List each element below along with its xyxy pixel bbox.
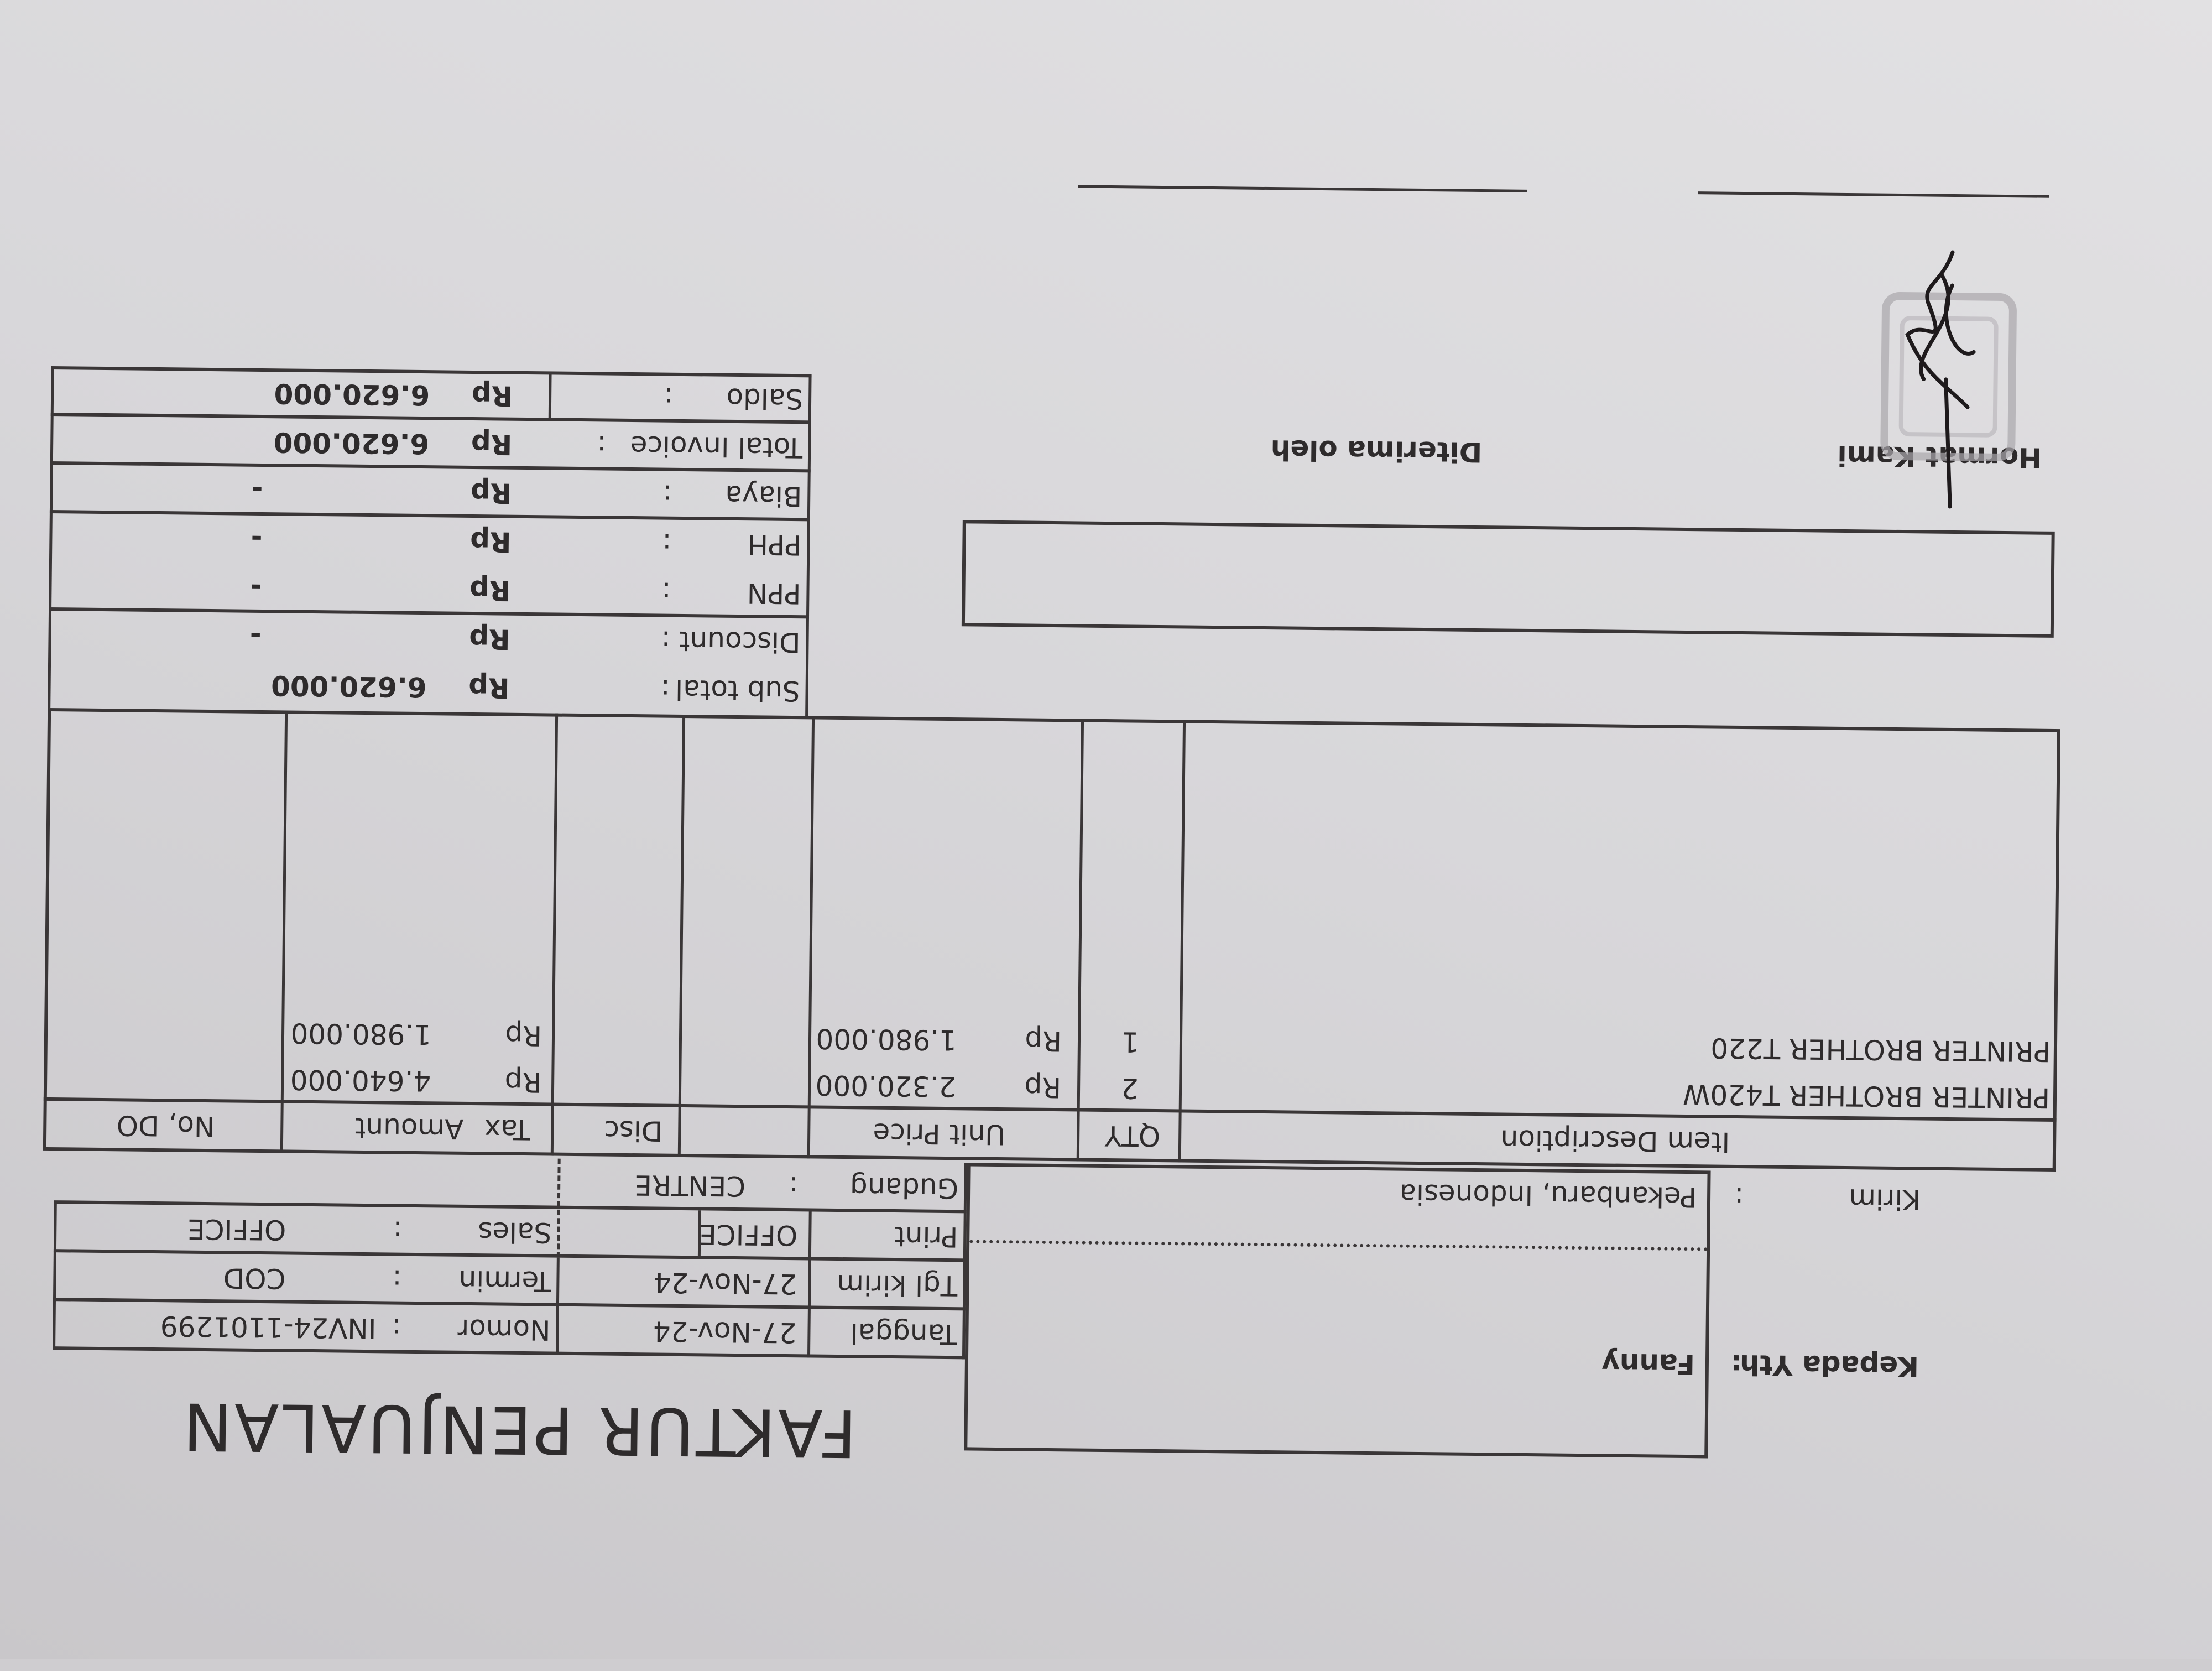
summary-currency: Rp xyxy=(471,379,513,412)
notes-box xyxy=(961,520,2055,638)
summary-value: 6.620.000 xyxy=(270,669,427,704)
item-unit-price: 1.980.000 xyxy=(816,1022,957,1056)
summary-currency: Rp xyxy=(468,671,510,704)
items-table: Item Description QTY Unit Price Disc Tax… xyxy=(43,707,2060,1172)
print-value: OFFICE xyxy=(698,1218,798,1252)
item-amount: 1.980.000 xyxy=(290,1017,432,1051)
summary-colon: : xyxy=(660,673,670,706)
summary-colon: : xyxy=(661,576,671,608)
summary-value: - xyxy=(250,571,262,604)
gudang-value: CENTRE xyxy=(634,1169,746,1203)
col-unit-price: Unit Price xyxy=(873,1117,1006,1151)
summary-value: - xyxy=(249,620,262,653)
sales-label: Sales xyxy=(477,1216,552,1249)
nomor-label: Nomor xyxy=(457,1313,551,1346)
summary-currency: Rp xyxy=(471,428,513,461)
invoice-header-table: Tanggal 27-Nov-24 Nomor : INV24-1101299 … xyxy=(53,1153,967,1360)
gudang-colon: : xyxy=(789,1170,799,1203)
col-amount: Amount xyxy=(354,1111,464,1145)
col-item-description: Item Description xyxy=(1500,1123,1730,1158)
summary-currency: Rp xyxy=(469,525,512,558)
item-description: PRINTER BROTHER T420W xyxy=(1682,1077,2051,1114)
summary-currency: Rp xyxy=(469,574,511,607)
item-description: PRINTER BROTHER T220 xyxy=(1710,1032,2051,1068)
termin-value: COD xyxy=(223,1262,286,1295)
summary-currency: Rp xyxy=(470,476,512,509)
summary-value: - xyxy=(251,474,263,507)
item-amount-currency: Rp xyxy=(505,1019,542,1052)
sales-value: OFFICE xyxy=(187,1212,286,1246)
summary-table xyxy=(48,366,812,716)
summary-label: Discount xyxy=(679,624,801,659)
document-title: FAKTUR PENJUALAN xyxy=(180,1388,857,1472)
gudang-label: Gudang xyxy=(849,1171,959,1205)
summary-colon: : xyxy=(662,527,672,560)
summary-label: PPH xyxy=(747,528,802,561)
item-unit-price: 2.320.000 xyxy=(815,1069,957,1103)
item-unit-currency: Rp xyxy=(1024,1071,1062,1104)
tgl-kirim-label: Tgl kirim xyxy=(836,1268,958,1302)
summary-label: PPN xyxy=(747,577,801,610)
item-amount: 4.640.000 xyxy=(290,1063,431,1097)
summary-label: Total Invoice xyxy=(630,429,803,464)
shipping-address: Pekanbaru, Indonesia xyxy=(1399,1178,1697,1214)
signature-line-sender xyxy=(1698,191,2049,198)
company-stamp-and-signature-icon xyxy=(1880,250,2017,509)
shipping-label: Kirim xyxy=(1848,1183,1921,1216)
item-qty: 1 xyxy=(1121,1025,1140,1058)
termin-label: Termin xyxy=(458,1264,551,1298)
summary-colon: : xyxy=(662,478,672,511)
summary-label: Saldo xyxy=(726,382,804,415)
tgl-kirim-value: 27-Nov-24 xyxy=(653,1266,797,1300)
item-unit-currency: Rp xyxy=(1025,1024,1062,1058)
nomor-value: INV24-1101299 xyxy=(160,1310,377,1345)
col-no-do: No, DO xyxy=(116,1109,215,1143)
sales-colon: : xyxy=(393,1215,403,1247)
summary-label: Sub total xyxy=(675,673,800,707)
summary-label: Biaya xyxy=(724,479,802,513)
summary-value: 6.620.000 xyxy=(273,426,430,460)
col-qty: QTY xyxy=(1104,1120,1161,1153)
shipping-colon: : xyxy=(1734,1181,1744,1214)
tanggal-value: 27-Nov-24 xyxy=(653,1315,797,1349)
summary-colon: : xyxy=(597,429,607,462)
summary-colon: : xyxy=(663,381,674,414)
nomor-colon: : xyxy=(392,1312,401,1345)
summary-value: 6.620.000 xyxy=(274,377,430,412)
item-amount-currency: Rp xyxy=(504,1065,542,1099)
summary-colon: : xyxy=(661,624,671,657)
termin-colon: : xyxy=(392,1263,402,1296)
col-tax: Tax xyxy=(484,1113,530,1146)
recipient-colon: : xyxy=(1730,1348,1743,1381)
tanggal-label: Tanggal xyxy=(850,1317,957,1351)
col-disc: Disc xyxy=(604,1114,663,1147)
item-qty: 2 xyxy=(1120,1072,1139,1105)
summary-value: - xyxy=(251,523,263,555)
recipient-label: Kepada Yth xyxy=(1739,1349,1919,1383)
diterima-oleh-label: Diterima oleh xyxy=(1270,434,1483,468)
summary-currency: Rp xyxy=(468,622,510,655)
print-label: Print xyxy=(894,1220,958,1253)
signature-line-receiver xyxy=(1078,185,1527,192)
